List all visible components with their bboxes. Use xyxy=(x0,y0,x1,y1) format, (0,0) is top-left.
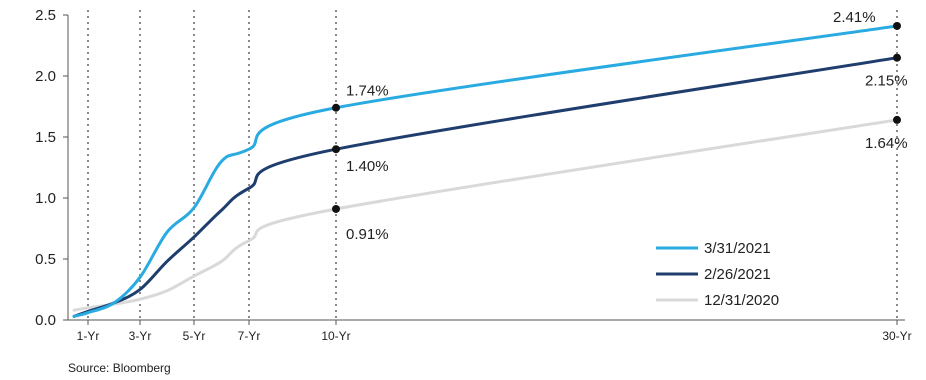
y-tick-label: 1.5 xyxy=(35,129,56,146)
data-label: 0.91% xyxy=(346,226,389,243)
legend: 3/31/2021 2/26/2021 12/31/2020 xyxy=(656,240,779,309)
y-tick-label: 0.5 xyxy=(35,251,56,268)
data-point-marker xyxy=(332,145,340,154)
data-point-marker xyxy=(893,115,901,124)
data-labels: 1.74% 2.41% 1.40% 2.15% 0.91% 1.64% xyxy=(332,9,908,243)
data-point-marker xyxy=(332,204,340,213)
data-point-marker xyxy=(893,53,901,62)
series-line-12-31-2020 xyxy=(72,118,899,312)
series-line-2-26-2021 xyxy=(72,56,899,318)
legend-label: 12/31/2020 xyxy=(704,292,779,309)
x-tick-label: 1-Yr xyxy=(77,329,100,343)
y-tick-label: 0.0 xyxy=(35,312,56,329)
data-label: 2.41% xyxy=(833,9,876,26)
series-line-3-31-2021 xyxy=(72,24,899,318)
x-tick-label: 10-Yr xyxy=(321,329,350,343)
gridlines xyxy=(87,10,898,320)
legend-label: 2/26/2021 xyxy=(704,266,771,283)
y-tick-label: 2.5 xyxy=(35,7,56,24)
data-point-marker xyxy=(893,21,901,30)
axes: 1-Yr 3-Yr 5-Yr 7-Yr 10-Yr 30-Yr 0.0 0.5 1.0 1.5 2.… xyxy=(35,7,912,343)
data-label: 1.74% xyxy=(346,83,389,100)
legend-label: 3/31/2021 xyxy=(704,240,771,257)
data-label: 1.64% xyxy=(865,135,908,152)
x-tick-label: 30-Yr xyxy=(882,329,911,343)
y-tick-label: 2.0 xyxy=(35,68,56,85)
x-tick-label: 7-Yr xyxy=(238,329,261,343)
data-label: 2.15% xyxy=(865,73,908,90)
source-note: Source: Bloomberg xyxy=(68,361,171,375)
x-tick-label: 5-Yr xyxy=(183,329,206,343)
series-lines xyxy=(72,24,899,318)
y-tick-label: 1.0 xyxy=(35,190,56,207)
data-label: 1.40% xyxy=(346,158,389,175)
data-point-marker xyxy=(332,103,340,112)
x-tick-label: 3-Yr xyxy=(129,329,152,343)
